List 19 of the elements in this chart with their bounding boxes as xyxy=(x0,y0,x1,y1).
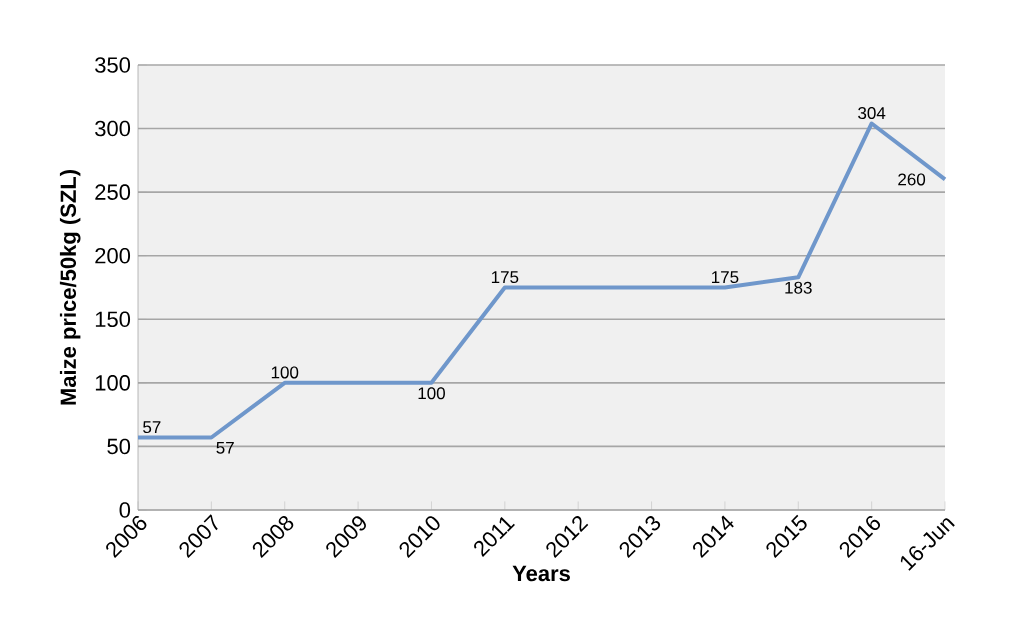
y-tick-label: 50 xyxy=(107,438,131,455)
data-label: 304 xyxy=(858,107,886,120)
data-label: 57 xyxy=(216,441,234,454)
y-tick-label: 350 xyxy=(95,57,131,73)
y-tick-label: 300 xyxy=(95,120,131,137)
x-axis-title: Years xyxy=(512,565,570,582)
data-label: 260 xyxy=(898,173,926,186)
data-label: 175 xyxy=(712,271,739,284)
data-label: 175 xyxy=(491,271,519,284)
data-label: 100 xyxy=(271,366,299,379)
y-axis-title: Maize price/50kg (SZL) xyxy=(59,170,81,405)
y-tick-label: 150 xyxy=(95,311,131,328)
y-tick-label: 0 xyxy=(119,502,131,518)
y-tick-label: 250 xyxy=(95,184,131,200)
data-label: 183 xyxy=(785,281,812,294)
data-label: 100 xyxy=(418,387,445,400)
data-label: 57 xyxy=(143,421,161,434)
y-tick-label: 100 xyxy=(95,375,131,391)
y-tick-label: 200 xyxy=(95,247,131,264)
